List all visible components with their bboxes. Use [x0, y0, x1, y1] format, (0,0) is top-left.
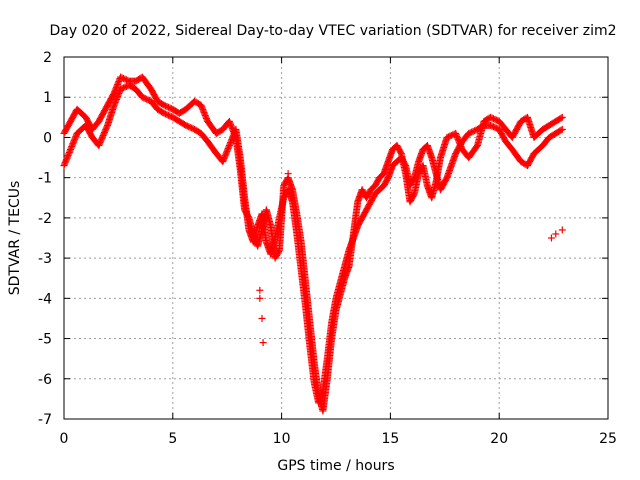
data-point — [258, 314, 266, 322]
data-point-trail — [557, 126, 565, 134]
data-point — [256, 286, 264, 294]
x-axis-label: GPS time / hours — [277, 458, 394, 474]
y-tick-label: 0 — [43, 130, 52, 146]
y-tick-label: -5 — [38, 332, 52, 348]
chart-title: Day 020 of 2022, Sidereal Day-to-day VTE… — [50, 23, 617, 39]
data-point — [547, 234, 555, 242]
x-tick-label: 5 — [168, 431, 177, 447]
y-tick-label: -2 — [38, 211, 52, 227]
y-tick-label: 2 — [43, 50, 52, 66]
data-point — [558, 125, 566, 133]
y-tick-label: -7 — [38, 412, 52, 428]
y-axis-label: SDTVAR / TECUs — [7, 181, 23, 296]
data-point — [558, 226, 566, 234]
data-point — [552, 230, 560, 238]
y-tick-label: -3 — [38, 251, 52, 267]
y-tick-label: -1 — [38, 171, 52, 187]
x-tick-label: 15 — [381, 431, 399, 447]
y-tick-label: 1 — [43, 90, 52, 106]
data-point — [256, 294, 264, 302]
y-tick-label: -6 — [38, 372, 52, 388]
plot-frame — [63, 56, 609, 420]
data-points — [60, 73, 566, 415]
grid — [64, 57, 608, 419]
x-tick-label: 20 — [490, 431, 508, 447]
series-outliers — [256, 170, 566, 347]
x-tick-label: 10 — [273, 431, 291, 447]
y-tick-label: -4 — [38, 291, 52, 307]
data-point — [558, 113, 566, 121]
series-track-b — [60, 73, 566, 415]
data-point — [284, 170, 292, 178]
data-point-trail — [557, 114, 565, 122]
data-point — [259, 339, 267, 347]
x-tick-label: 0 — [60, 431, 69, 447]
x-tick-label: 25 — [599, 431, 617, 447]
